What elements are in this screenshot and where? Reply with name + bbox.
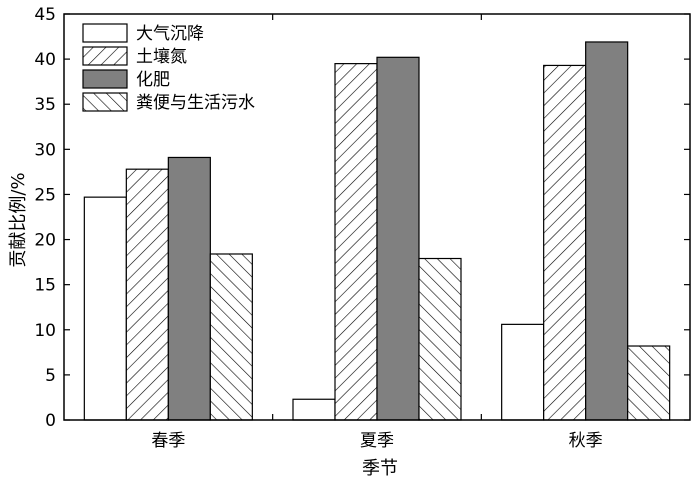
bar-2-3 bbox=[543, 64, 587, 421]
legend-swatch bbox=[82, 92, 128, 112]
y-tick-label: 30 bbox=[34, 140, 56, 160]
y-tick-label: 35 bbox=[34, 95, 56, 115]
legend-swatch bbox=[82, 23, 128, 43]
y-tick-label: 20 bbox=[34, 231, 56, 251]
bar-4-2 bbox=[418, 257, 462, 421]
axes-layer: 0 5 10 15 20 25 30 35 40 45 春季 夏季 秋季 bbox=[34, 5, 691, 451]
bar-1-1 bbox=[83, 196, 127, 421]
y-tick-label: 0 bbox=[45, 411, 56, 431]
bar-1-3 bbox=[501, 323, 545, 421]
x-axis-title: 季节 bbox=[362, 458, 398, 479]
legend-label: 粪便与生活污水 bbox=[136, 93, 255, 113]
legend-label: 土壤氮 bbox=[136, 46, 187, 67]
y-tick-label: 5 bbox=[45, 366, 56, 386]
y-tick-label: 25 bbox=[34, 185, 56, 205]
y-tick-label: 10 bbox=[34, 321, 56, 341]
y-tick-label: 40 bbox=[34, 50, 56, 70]
y-tick-label: 15 bbox=[34, 276, 56, 296]
y-tick-label: 45 bbox=[34, 5, 56, 25]
x-tick-label: 夏季 bbox=[360, 431, 394, 451]
legend-swatch bbox=[82, 69, 128, 89]
x-tick-label: 秋季 bbox=[569, 431, 603, 451]
plot-frame bbox=[63, 13, 691, 421]
legend-label: 化肥 bbox=[136, 70, 170, 90]
bar-3-1 bbox=[167, 156, 211, 421]
x-tick-label: 春季 bbox=[151, 431, 185, 451]
bar-2-1 bbox=[125, 168, 169, 421]
bar-3-3 bbox=[585, 41, 629, 421]
legend-label: 大气沉降 bbox=[136, 24, 204, 44]
bars-layer bbox=[83, 41, 671, 421]
y-axis-title: 贡献比例/% bbox=[8, 172, 29, 267]
bar-3-2 bbox=[376, 56, 420, 421]
bar-4-3 bbox=[627, 345, 671, 421]
bar-2-2 bbox=[334, 63, 378, 421]
bar-4-1 bbox=[209, 253, 253, 421]
legend-swatch bbox=[82, 46, 128, 66]
bar-1-2 bbox=[292, 398, 336, 421]
